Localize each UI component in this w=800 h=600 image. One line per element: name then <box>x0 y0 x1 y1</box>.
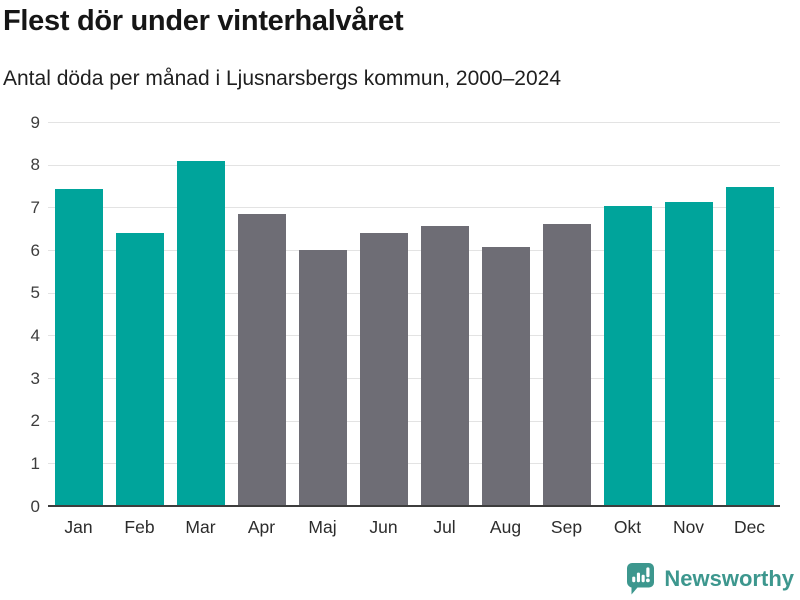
gridline-y-7 <box>48 207 780 209</box>
ytick-label-9: 9 <box>30 112 40 132</box>
xtick-label-jun: Jun <box>369 517 398 537</box>
gridline-y-3 <box>48 378 780 379</box>
x-axis-line <box>48 505 780 507</box>
gridline-y-6 <box>48 250 780 251</box>
xtick-label-okt: Okt <box>613 517 642 537</box>
chart-title: Flest dör under vinterhalvåret <box>3 5 404 37</box>
bar-maj <box>298 250 347 506</box>
ytick-label-8: 8 <box>30 155 40 175</box>
gridline-y-1 <box>48 463 780 465</box>
ytick-label-0: 0 <box>30 496 40 516</box>
xtick-label-aug: Aug <box>489 517 522 537</box>
chart-subtitle: Antal döda per månad i Ljusnarsbergs kom… <box>3 67 562 90</box>
bar-feb <box>115 232 164 506</box>
xtick-label-feb: Feb <box>124 517 155 537</box>
bar-dec <box>725 186 774 506</box>
ytick-label-2: 2 <box>30 411 40 431</box>
xtick-label-jul: Jul <box>433 517 456 537</box>
xtick-label-dec: Dec <box>733 517 766 537</box>
bar-okt <box>603 205 652 506</box>
xtick-label-apr: Apr <box>247 517 276 537</box>
xtick-label-maj: Maj <box>308 517 337 537</box>
bar-aug <box>481 246 530 506</box>
branding: Newsworthy <box>626 563 794 595</box>
ytick-label-7: 7 <box>30 197 40 217</box>
bar-jan <box>54 188 103 506</box>
bar-jul <box>420 226 469 506</box>
ytick-label-3: 3 <box>30 368 40 388</box>
bar-jun <box>359 232 408 506</box>
gridline-y-5 <box>48 292 780 294</box>
gridline-y-8 <box>48 164 780 166</box>
xtick-label-jan: Jan <box>64 517 93 537</box>
newsworthy-logo-text: Newsworthy <box>664 566 794 591</box>
gridline-y-9 <box>48 122 780 123</box>
bar-apr <box>237 214 286 506</box>
xtick-label-nov: Nov <box>672 517 705 537</box>
bar-nov <box>664 202 713 506</box>
gridline-y-2 <box>48 420 780 422</box>
ytick-label-4: 4 <box>30 325 40 345</box>
ytick-label-1: 1 <box>30 453 40 473</box>
ytick-label-5: 5 <box>30 283 40 303</box>
bar-sep <box>542 224 591 506</box>
xtick-label-sep: Sep <box>550 517 583 537</box>
gridline-y-4 <box>48 335 780 337</box>
xtick-label-mar: Mar <box>185 517 216 537</box>
bar-mar <box>176 161 225 506</box>
ytick-label-6: 6 <box>30 240 40 260</box>
newsworthy-logo-icon <box>626 563 656 595</box>
